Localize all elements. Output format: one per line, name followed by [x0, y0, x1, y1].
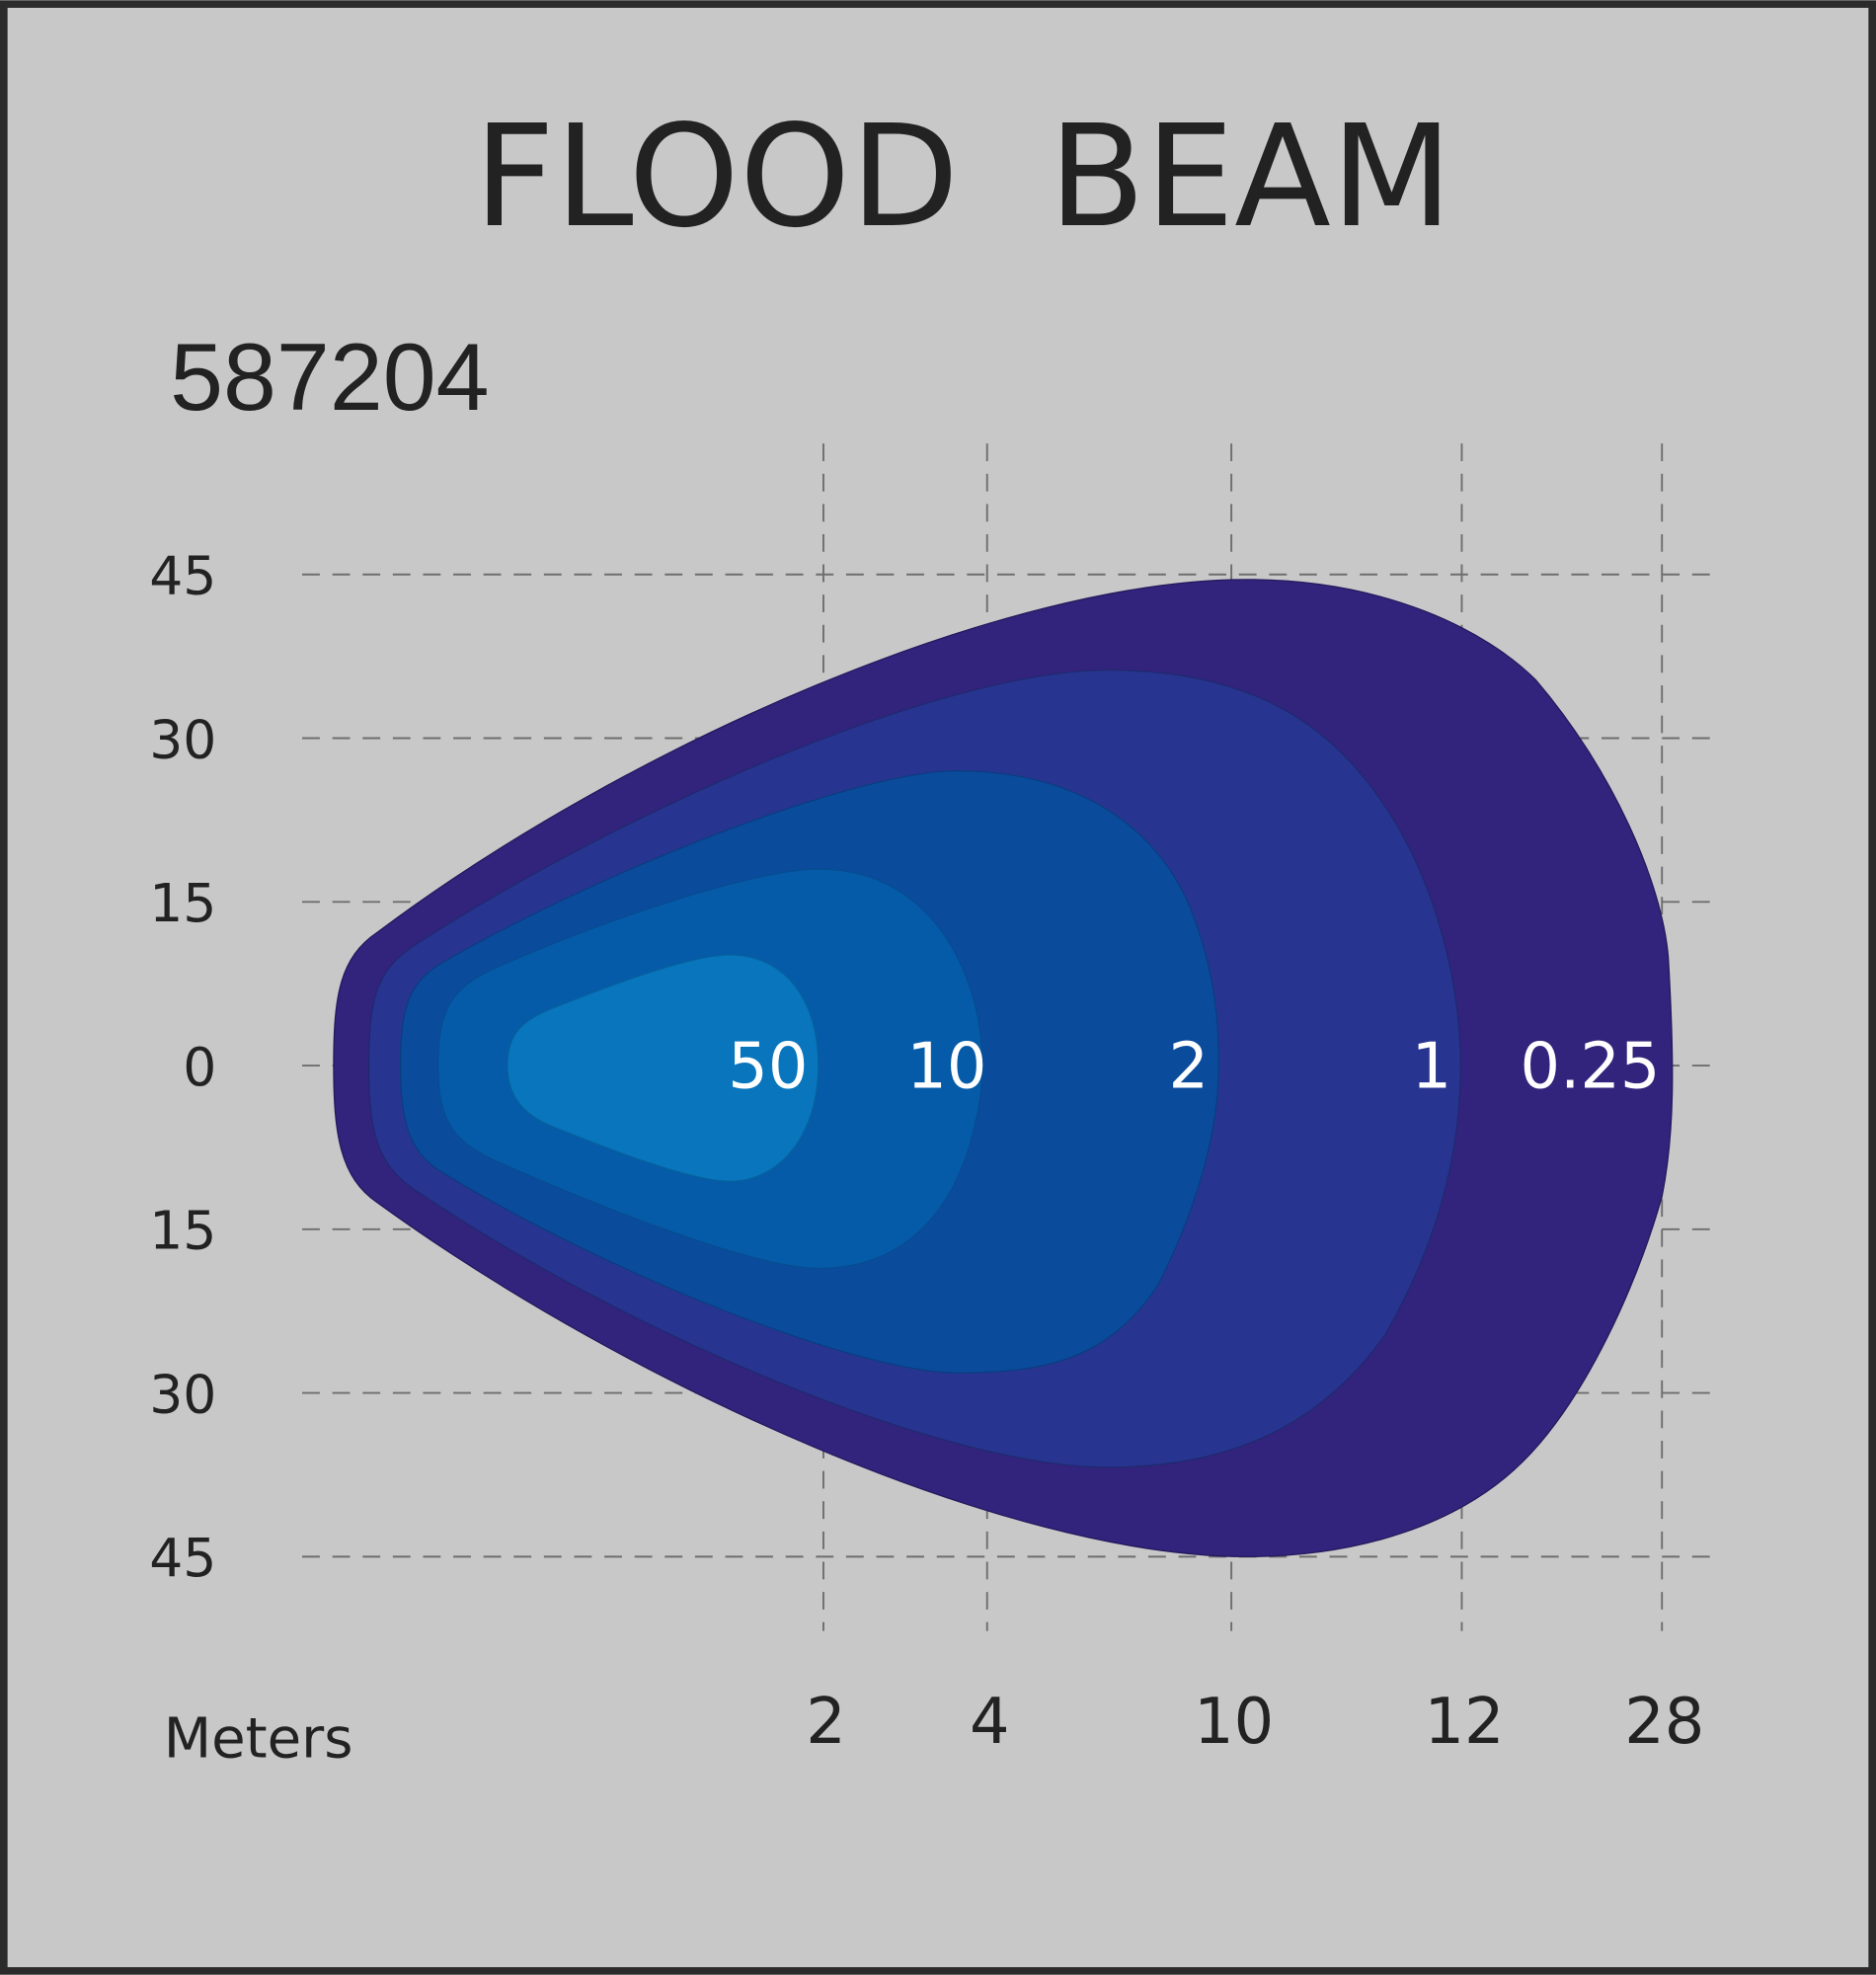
product-code: 587204	[170, 323, 489, 431]
y-label: 0	[183, 1036, 216, 1098]
y-label: 45	[149, 1527, 216, 1589]
contour-label: 50	[728, 1031, 808, 1104]
x-label: 4	[970, 1686, 1010, 1759]
beam-contours	[333, 579, 1674, 1558]
x-label: 28	[1624, 1686, 1704, 1759]
contour-label: 1	[1412, 1031, 1452, 1104]
y-label: 30	[149, 708, 216, 770]
y-label: 45	[149, 544, 216, 606]
y-label: 15	[149, 1200, 216, 1262]
x-label: 12	[1424, 1686, 1504, 1759]
contour-50	[507, 954, 820, 1183]
title: FLOOD BEAM	[474, 94, 1452, 259]
labels: 45 30 15 0 15 30 45 2 4 10 12 28 50 10 2 1 0.25	[149, 544, 1704, 1758]
contour-label: 0.25	[1521, 1031, 1661, 1104]
contour-label: 2	[1168, 1031, 1209, 1104]
y-label: 30	[149, 1363, 216, 1425]
contour-label: 10	[906, 1031, 986, 1104]
x-label: 2	[806, 1686, 846, 1759]
x-label: 10	[1194, 1686, 1274, 1759]
y-label: 15	[149, 872, 216, 934]
x-axis-unit: Meters	[164, 1706, 353, 1771]
